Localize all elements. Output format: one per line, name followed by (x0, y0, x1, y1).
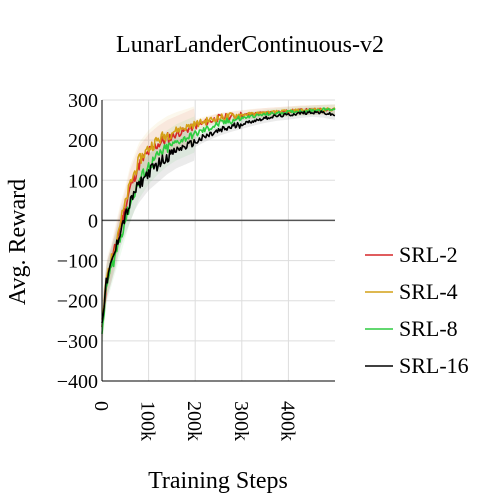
series-band (102, 104, 335, 347)
legend-label: SRL-8 (399, 316, 458, 341)
legend-label: SRL-4 (399, 279, 458, 304)
x-tick-label: 300k (230, 401, 252, 441)
y-tick-label: −300 (57, 331, 98, 353)
legend-label: SRL-2 (399, 242, 458, 267)
y-tick-label: −200 (57, 291, 98, 313)
y-tick-labels: −400 −300 −200 −100 0 100 200 300 (57, 90, 98, 393)
x-tick-labels: 0 100k 200k 300k 400k (90, 401, 298, 441)
legend: SRL-2 SRL-4 SRL-8 SRL-16 (365, 242, 469, 378)
series-band (102, 104, 335, 351)
series-line (101, 107, 336, 320)
x-tick-label: 200k (183, 401, 205, 441)
grid (102, 99, 335, 382)
y-tick-label: 0 (88, 210, 98, 232)
series-line (101, 110, 336, 324)
x-tick-label: 400k (276, 401, 298, 441)
legend-label: SRL-16 (399, 353, 469, 378)
x-tick-label: 100k (137, 401, 159, 441)
axes (101, 100, 335, 382)
y-axis-label: Avg. Reward (5, 179, 31, 305)
y-tick-label: 200 (68, 130, 98, 152)
series-line (101, 107, 336, 328)
series-band (102, 107, 335, 339)
y-tick-label: 100 (68, 170, 98, 192)
y-tick-label: −100 (57, 251, 98, 273)
chart-title: LunarLanderContinuous-v2 (116, 32, 384, 58)
x-tick-label: 0 (90, 401, 112, 411)
series-lines (101, 107, 336, 334)
confidence-bands (102, 104, 335, 351)
x-axis-label: Training Steps (148, 468, 288, 494)
y-tick-label: 300 (68, 90, 98, 112)
y-tick-label: −400 (57, 371, 98, 393)
